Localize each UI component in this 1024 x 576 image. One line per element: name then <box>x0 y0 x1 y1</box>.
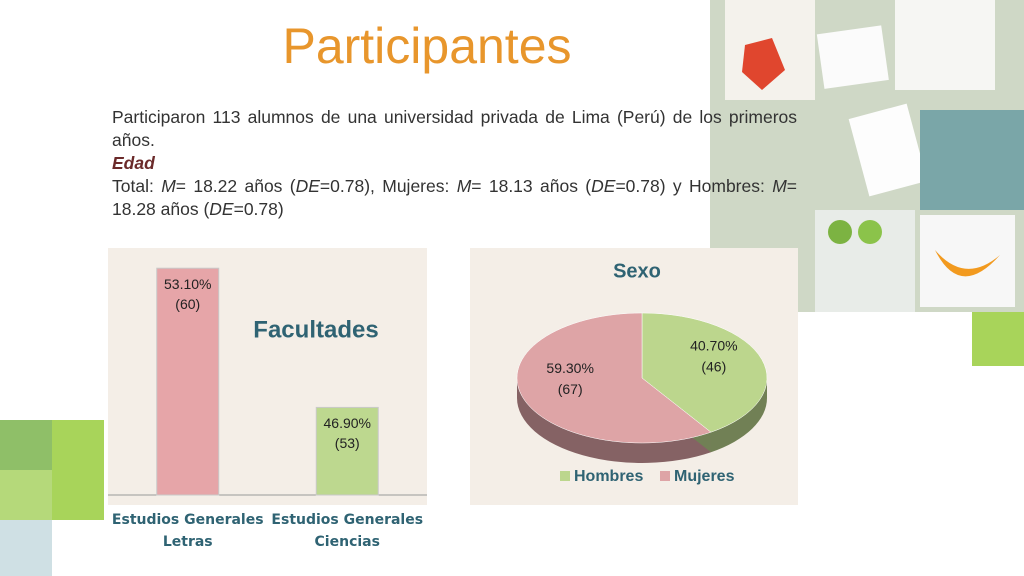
chart-bg <box>108 248 427 505</box>
deco <box>52 420 104 520</box>
stats-part: =0.78) <box>233 199 284 219</box>
x-tick-label: Estudios Generales Letras <box>111 512 264 550</box>
legend-swatch <box>660 471 670 481</box>
stats-part: = 18.13 años ( <box>471 176 592 196</box>
legend-label: Hombres <box>574 468 643 485</box>
stats-part: = 18.22 años ( <box>175 176 296 196</box>
chart-title: Facultades <box>253 316 378 343</box>
chart-title: Sexo <box>613 260 661 282</box>
stats-part: M <box>161 176 176 196</box>
value-label: 40.70% <box>690 337 737 353</box>
banana <box>935 250 1000 277</box>
stats-part: =0.78), Mujeres: <box>319 176 457 196</box>
value-label: 53.10% <box>164 276 211 292</box>
deco <box>0 470 52 520</box>
apple <box>858 220 882 244</box>
stats-part: DE <box>591 176 616 196</box>
x-tick-label: Estudios Generales Ciencias <box>271 512 424 550</box>
stats-part: = 18.28 años ( <box>112 176 798 219</box>
pie-side <box>517 378 711 463</box>
legend-label: Mujeres <box>674 468 735 485</box>
photo <box>920 110 1024 210</box>
paper <box>816 25 889 89</box>
photo <box>920 215 1015 307</box>
paper <box>895 0 995 90</box>
stats-part: =0.78) y Hombres: <box>615 176 773 196</box>
pie-side <box>710 378 767 453</box>
paragraph: Participaron 113 alumnos de una universi… <box>112 106 797 221</box>
bar <box>156 267 220 496</box>
value-label: 46.90% <box>324 415 371 431</box>
value-label: 59.30% <box>546 360 593 376</box>
bar <box>315 406 379 496</box>
stats-part: M <box>456 176 472 196</box>
stats-part: DE <box>295 176 320 196</box>
title: Participantes <box>282 18 571 74</box>
deco <box>972 312 1024 366</box>
heading: Edad <box>112 153 155 173</box>
stats: Total: M= 18.22 años (DE=0.78), Mujeres:… <box>112 175 797 221</box>
deco <box>0 420 52 470</box>
stats-part: DE <box>209 199 234 219</box>
apple <box>828 220 852 244</box>
count-label: (53) <box>335 435 360 451</box>
count-label: (46) <box>701 358 726 374</box>
pineapple <box>742 38 785 90</box>
count-label: (60) <box>175 296 200 312</box>
stats-part: M <box>772 176 787 196</box>
intro: Participaron 113 alumnos de una universi… <box>112 107 797 150</box>
count-label: (67) <box>558 381 583 397</box>
deco <box>0 520 52 576</box>
legend-swatch <box>560 471 570 481</box>
paper <box>848 103 928 197</box>
pie-slice <box>516 312 712 444</box>
stats-part: Total: <box>112 176 162 196</box>
